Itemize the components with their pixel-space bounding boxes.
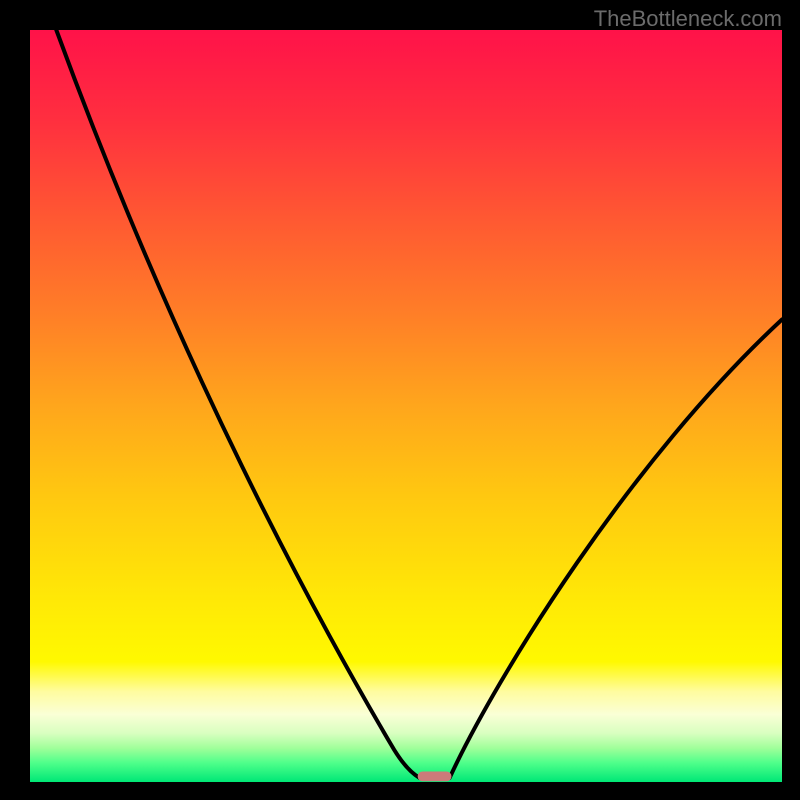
- optimal-marker: [418, 771, 452, 781]
- watermark-text: TheBottleneck.com: [594, 6, 782, 32]
- plot-background: [30, 30, 782, 782]
- bottleneck-chart: [0, 0, 800, 800]
